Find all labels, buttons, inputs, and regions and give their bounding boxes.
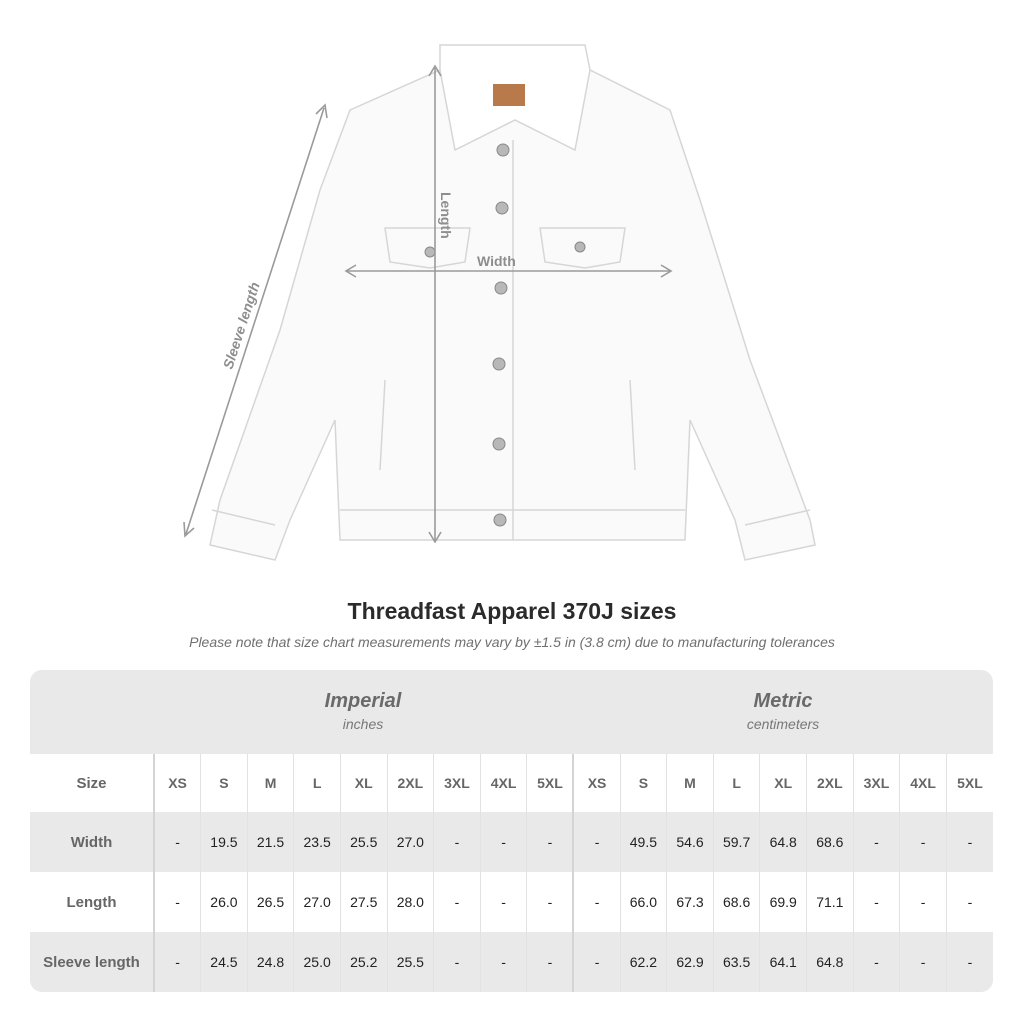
metric-size-header: XL bbox=[759, 754, 807, 812]
imperial-value: 24.8 bbox=[246, 932, 294, 992]
imperial-value: - bbox=[153, 812, 201, 872]
imperial-value: 26.0 bbox=[200, 872, 248, 932]
metric-value: 59.7 bbox=[712, 812, 760, 872]
metric-size-header: XS bbox=[572, 754, 621, 812]
brand-tag bbox=[493, 84, 525, 106]
metric-size-header: 3XL bbox=[852, 754, 900, 812]
metric-value: - bbox=[945, 812, 993, 872]
metric-value: 67.3 bbox=[666, 872, 714, 932]
metric-value: - bbox=[852, 932, 900, 992]
imperial-size-header: M bbox=[246, 754, 294, 812]
metric-value: 49.5 bbox=[619, 812, 667, 872]
table-row: Sleeve length -24.5 24.8 25.0 25.2 25.5- - - -62… bbox=[30, 932, 993, 992]
imperial-size-header: S bbox=[200, 754, 248, 812]
imperial-size-header: 3XL bbox=[433, 754, 481, 812]
size-chart: Imperial inches Metric centimeters Size X… bbox=[30, 670, 993, 992]
metric-size-header: M bbox=[666, 754, 714, 812]
jacket-illustration bbox=[209, 44, 816, 561]
metric-size-header: S bbox=[619, 754, 667, 812]
table-row: Width -19.5 21.5 23.5 25.5 27.0- - - -49.5 54.6 59… bbox=[30, 812, 993, 872]
imperial-value: - bbox=[479, 872, 527, 932]
metric-size-header: 2XL bbox=[806, 754, 854, 812]
table-row: Length -26.0 26.5 27.0 27.5 28.0- - - -66.0 67.3 6… bbox=[30, 872, 993, 932]
imperial-value: 27.0 bbox=[386, 812, 434, 872]
row-label: Length bbox=[66, 893, 117, 911]
imperial-value: - bbox=[153, 932, 201, 992]
row-label: Width bbox=[70, 833, 113, 851]
imperial-title: Imperial bbox=[324, 690, 402, 712]
size-label: Size bbox=[76, 774, 107, 792]
size-header-row: Size XS S M L XL 2XL 3XL 4XL 5XL XS S M L XL 2XL 3XL 4XL 5… bbox=[30, 754, 993, 812]
metric-value: 64.8 bbox=[806, 932, 854, 992]
tolerance-note: Please note that size chart measurements… bbox=[189, 634, 835, 650]
page-title: Threadfast Apparel 370J sizes bbox=[347, 598, 677, 624]
imperial-size-header: 2XL bbox=[386, 754, 434, 812]
metric-title: Metric bbox=[753, 690, 813, 712]
metric-value: 64.1 bbox=[759, 932, 807, 992]
length-label: Length bbox=[438, 192, 454, 239]
imperial-value: - bbox=[153, 872, 201, 932]
imperial-value: 25.0 bbox=[293, 932, 341, 992]
metric-value: - bbox=[572, 812, 621, 872]
imperial-size-header: L bbox=[293, 754, 341, 812]
sleeve-length-label: Sleeve length bbox=[220, 280, 263, 371]
row-label: Sleeve length bbox=[43, 953, 140, 971]
metric-size-header: 5XL bbox=[945, 754, 993, 812]
imperial-value: 27.0 bbox=[293, 872, 341, 932]
metric-value: - bbox=[572, 872, 621, 932]
metric-header: Metric centimeters bbox=[573, 690, 993, 732]
metric-value: 63.5 bbox=[712, 932, 760, 992]
imperial-header: Imperial inches bbox=[153, 690, 573, 732]
imperial-value: - bbox=[526, 872, 574, 932]
imperial-size-header: XS bbox=[153, 754, 201, 812]
imperial-size-header: 5XL bbox=[526, 754, 574, 812]
metric-value: 54.6 bbox=[666, 812, 714, 872]
metric-value: 66.0 bbox=[619, 872, 667, 932]
imperial-value: - bbox=[479, 932, 527, 992]
metric-value: 68.6 bbox=[712, 872, 760, 932]
imperial-size-header: XL bbox=[339, 754, 388, 812]
metric-unit: centimeters bbox=[746, 716, 820, 732]
imperial-value: 25.5 bbox=[339, 812, 388, 872]
metric-value: 68.6 bbox=[806, 812, 854, 872]
imperial-value: 25.5 bbox=[386, 932, 434, 992]
imperial-value: 21.5 bbox=[246, 812, 294, 872]
metric-size-header: L bbox=[712, 754, 760, 812]
measure-lines bbox=[183, 64, 673, 544]
metric-value: 69.9 bbox=[759, 872, 807, 932]
metric-value: - bbox=[899, 872, 947, 932]
imperial-size-header: 4XL bbox=[479, 754, 527, 812]
width-label: Width bbox=[477, 253, 516, 269]
metric-value: - bbox=[852, 872, 900, 932]
metric-size-header: 4XL bbox=[899, 754, 947, 812]
imperial-value: 25.2 bbox=[339, 932, 388, 992]
imperial-value: - bbox=[526, 812, 574, 872]
metric-value: 62.2 bbox=[619, 932, 667, 992]
imperial-value: - bbox=[479, 812, 527, 872]
metric-value: 71.1 bbox=[806, 872, 854, 932]
imperial-value: 19.5 bbox=[200, 812, 248, 872]
metric-value: - bbox=[899, 932, 947, 992]
imperial-value: - bbox=[433, 872, 481, 932]
metric-value: - bbox=[899, 812, 947, 872]
metric-value: - bbox=[572, 932, 621, 992]
unit-header-band bbox=[30, 670, 993, 754]
buttons bbox=[424, 143, 586, 527]
imperial-value: - bbox=[433, 812, 481, 872]
imperial-value: - bbox=[433, 932, 481, 992]
imperial-value: 23.5 bbox=[293, 812, 341, 872]
imperial-value: - bbox=[526, 932, 574, 992]
metric-value: - bbox=[945, 932, 993, 992]
imperial-value: 28.0 bbox=[386, 872, 434, 932]
size-table: Size XS S M L XL 2XL 3XL 4XL 5XL XS S M L XL 2XL 3XL 4XL 5… bbox=[30, 754, 993, 992]
imperial-unit: inches bbox=[342, 716, 384, 732]
imperial-value: 24.5 bbox=[200, 932, 248, 992]
imperial-value: 27.5 bbox=[339, 872, 388, 932]
metric-value: - bbox=[945, 872, 993, 932]
metric-value: - bbox=[852, 812, 900, 872]
metric-value: 64.8 bbox=[759, 812, 807, 872]
metric-value: 62.9 bbox=[666, 932, 714, 992]
jacket-diagram: Length Width Sleeve length bbox=[183, 44, 816, 561]
imperial-value: 26.5 bbox=[246, 872, 294, 932]
